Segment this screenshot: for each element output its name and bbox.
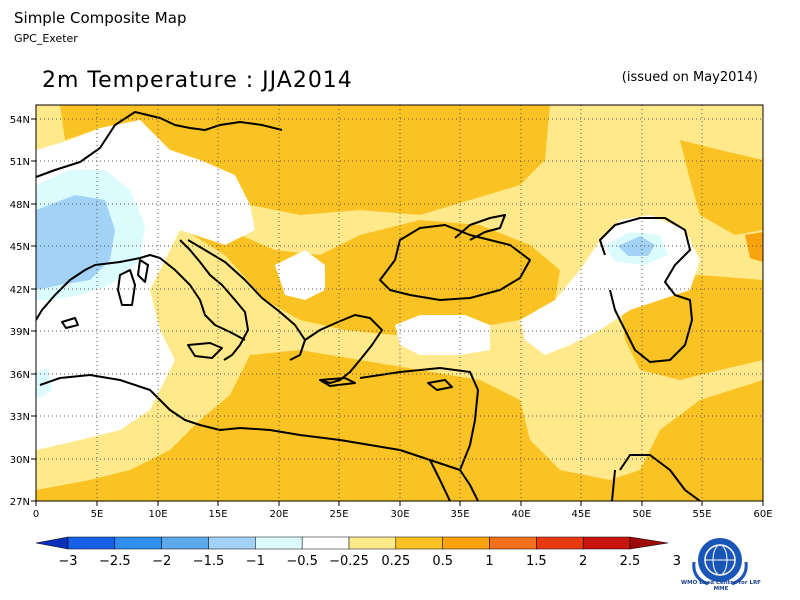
- legend-label: −1: [246, 554, 265, 569]
- lat-label: 51N: [10, 157, 30, 168]
- legend-swatch: [536, 536, 584, 550]
- legend-label: 2: [579, 554, 587, 569]
- color-legend: −3 −2.5 −2 −1.5 −1 −0.5 −0.25 0.25 0.5 1 1.5 2 2.5 3: [35, 536, 681, 569]
- legend-label: 1.5: [526, 554, 547, 569]
- legend-swatch: [114, 536, 162, 550]
- legend-swatch: [629, 536, 669, 550]
- coastline-iberia: [36, 254, 246, 341]
- lat-label: 39N: [10, 327, 30, 338]
- anomaly-region: [680, 140, 763, 235]
- lon-label: 5E: [91, 509, 104, 520]
- lon-label: 40E: [511, 509, 530, 520]
- legend-label: −2: [152, 554, 171, 569]
- lon-label: 55E: [692, 509, 711, 520]
- lon-label: 20E: [269, 509, 288, 520]
- island-cyprus: [427, 379, 453, 391]
- legend-label: −0.5: [286, 554, 318, 569]
- legend-label: −3: [58, 554, 77, 569]
- legend-swatch: [67, 536, 116, 550]
- lon-label: 60E: [753, 509, 772, 520]
- island-corsica: [137, 259, 149, 283]
- lon-label: 25E: [329, 509, 348, 520]
- island-sicily: [187, 342, 223, 359]
- coastline-italy: [179, 239, 249, 361]
- legend-swatch: [35, 536, 69, 550]
- issued-date: (issued on May2014): [621, 70, 758, 85]
- legend-swatch: [208, 536, 256, 550]
- coastline-caspian: [599, 217, 693, 363]
- lon-label: 45E: [571, 509, 590, 520]
- latitude-labels: 54N 51N 48N 45N 42N 39N 36N 33N 30N 27N: [10, 115, 30, 508]
- anomaly-region: [185, 220, 560, 335]
- coastline-greece-turkey: [304, 314, 383, 384]
- wmo-emblem-icon: [692, 538, 748, 586]
- longitude-labels: 0 5E 10E 15E 20E 25E 30E 35E 40E 45E 50E…: [33, 509, 773, 520]
- lat-label: 42N: [10, 285, 30, 296]
- legend-label: −2.5: [99, 554, 131, 569]
- coastline-gulf: [611, 454, 701, 501]
- legend-swatch: [255, 536, 303, 550]
- legend-label: 0.25: [381, 554, 410, 569]
- coastline-levant-egypt: [39, 367, 479, 471]
- product-title: Simple Composite Map: [14, 9, 187, 27]
- island-sardinia: [117, 269, 136, 306]
- lon-label: 30E: [390, 509, 409, 520]
- coastline-black-sea: [379, 224, 531, 301]
- legend-swatch: [582, 536, 631, 550]
- legend-label: −1.5: [193, 554, 225, 569]
- lat-label: 48N: [10, 200, 30, 211]
- anomaly-region: [745, 232, 763, 262]
- lon-label: 0: [33, 509, 39, 520]
- lat-label: 54N: [10, 115, 30, 126]
- coastline-azov: [454, 214, 506, 241]
- lon-label: 15E: [208, 509, 227, 520]
- legend-label: −0.25: [329, 554, 369, 569]
- legend-swatch: [395, 536, 443, 550]
- lat-label: 27N: [10, 497, 30, 508]
- map-title: 2m Temperature : JJA2014: [42, 68, 353, 93]
- legend-swatch: [301, 536, 350, 550]
- legend-label: 1: [485, 554, 493, 569]
- island-balearic: [61, 317, 79, 329]
- lat-label: 30N: [10, 455, 30, 466]
- legend-swatch: [161, 536, 209, 550]
- wmo-caption: WMO Lead Centre for LRF MME: [681, 580, 761, 592]
- coastline-red-sea: [429, 459, 479, 501]
- lon-label: 10E: [148, 509, 167, 520]
- legend-label: 0.5: [432, 554, 453, 569]
- lon-label: 35E: [450, 509, 469, 520]
- legend-label: 2.5: [620, 554, 641, 569]
- legend-swatch: [489, 536, 537, 550]
- centre-name: GPC_Exeter: [14, 32, 78, 45]
- legend-label: 3: [673, 554, 681, 569]
- lat-label: 33N: [10, 412, 30, 423]
- anomaly-region: [275, 250, 325, 300]
- anomaly-region: [60, 105, 550, 215]
- island-crete: [319, 377, 356, 387]
- coastlines: [36, 111, 701, 501]
- anomaly-region: [36, 195, 115, 290]
- axis-ticks: [31, 118, 764, 506]
- coastline-adriatic: [187, 239, 306, 361]
- lat-label: 36N: [10, 370, 30, 381]
- coastline-western-europe: [36, 111, 283, 178]
- lat-label: 45N: [10, 242, 30, 253]
- anomaly-region: [395, 315, 490, 355]
- legend-swatch: [442, 536, 490, 550]
- legend-swatch: [348, 536, 397, 550]
- lon-label: 50E: [632, 509, 651, 520]
